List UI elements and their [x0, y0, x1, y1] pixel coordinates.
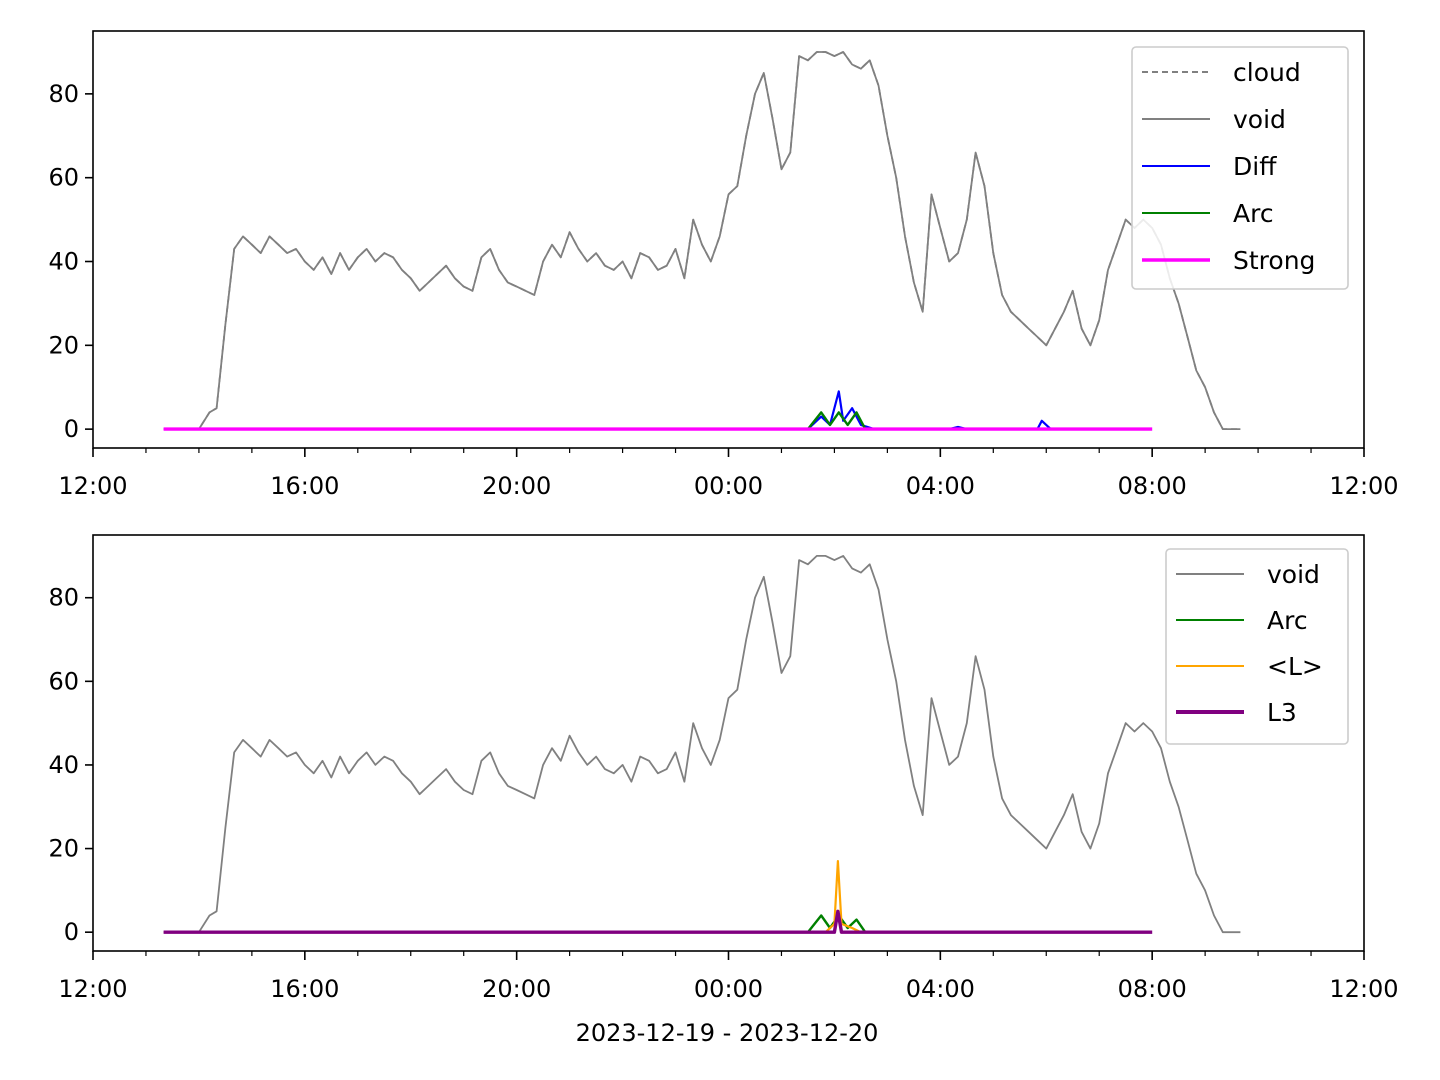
x-tick-label: 16:00	[270, 472, 339, 500]
legend-box	[1131, 46, 1349, 290]
plot-area	[163, 555, 1241, 934]
bottom-panel: 0 20 40 60 80 12:00 16:00 20:00 00:00 04:00 08:00 1…	[48, 534, 1399, 1003]
y-tick-label: 40	[48, 248, 79, 276]
y-tick-label: 0	[64, 415, 79, 443]
x-tick-label: 00:00	[694, 472, 763, 500]
legend-label: L3	[1267, 698, 1297, 727]
legend: void Arc <L> L3	[1165, 548, 1349, 745]
legend-label: Diff	[1233, 152, 1277, 181]
series-line-void	[163, 555, 1241, 934]
y-tick-label: 0	[64, 918, 79, 946]
legend-box	[1165, 548, 1349, 745]
y-tick-label: 60	[48, 164, 79, 192]
y-tick-label: 40	[48, 751, 79, 779]
y-tick-label: 20	[48, 331, 79, 359]
plot-area	[163, 51, 1241, 431]
x-tick-label: 16:00	[270, 975, 339, 1003]
x-tick-label: 12:00	[1329, 472, 1398, 500]
y-tick-label: 80	[48, 584, 79, 612]
series-line-l	[824, 859, 862, 934]
x-tick-label: 20:00	[482, 975, 551, 1003]
top-panel: 0 20 40 60 80 12:00 16:00 20:00 00:00 04:00 08:00 1…	[48, 30, 1399, 500]
x-tick-label: 04:00	[906, 975, 975, 1003]
legend-label: Arc	[1267, 606, 1308, 635]
series-line-arc	[806, 411, 867, 430]
x-tick-label: 12:00	[58, 975, 127, 1003]
x-tick-label: 04:00	[906, 472, 975, 500]
x-tick-label: 12:00	[1329, 975, 1398, 1003]
series-line-l3	[163, 909, 1153, 934]
x-tick-label: 08:00	[1118, 975, 1187, 1003]
legend-label: Arc	[1233, 199, 1274, 228]
x-tick-label: 20:00	[482, 472, 551, 500]
y-tick-label: 20	[48, 835, 79, 863]
x-tick-label: 08:00	[1118, 472, 1187, 500]
y-tick-label: 80	[48, 80, 79, 108]
x-axis-label: 2023-12-19 - 2023-12-20	[576, 1019, 879, 1047]
legend-label: void	[1233, 105, 1286, 134]
y-tick-label: 60	[48, 667, 79, 695]
legend: cloud void Diff Arc Strong	[1131, 46, 1349, 290]
legend-label: cloud	[1233, 58, 1301, 87]
x-tick-label: 12:00	[58, 472, 127, 500]
legend-label: Strong	[1233, 246, 1315, 275]
legend-label: void	[1267, 560, 1320, 589]
legend-label: <L>	[1267, 652, 1323, 681]
series-line-void	[163, 51, 1241, 431]
x-tick-label: 00:00	[694, 975, 763, 1003]
